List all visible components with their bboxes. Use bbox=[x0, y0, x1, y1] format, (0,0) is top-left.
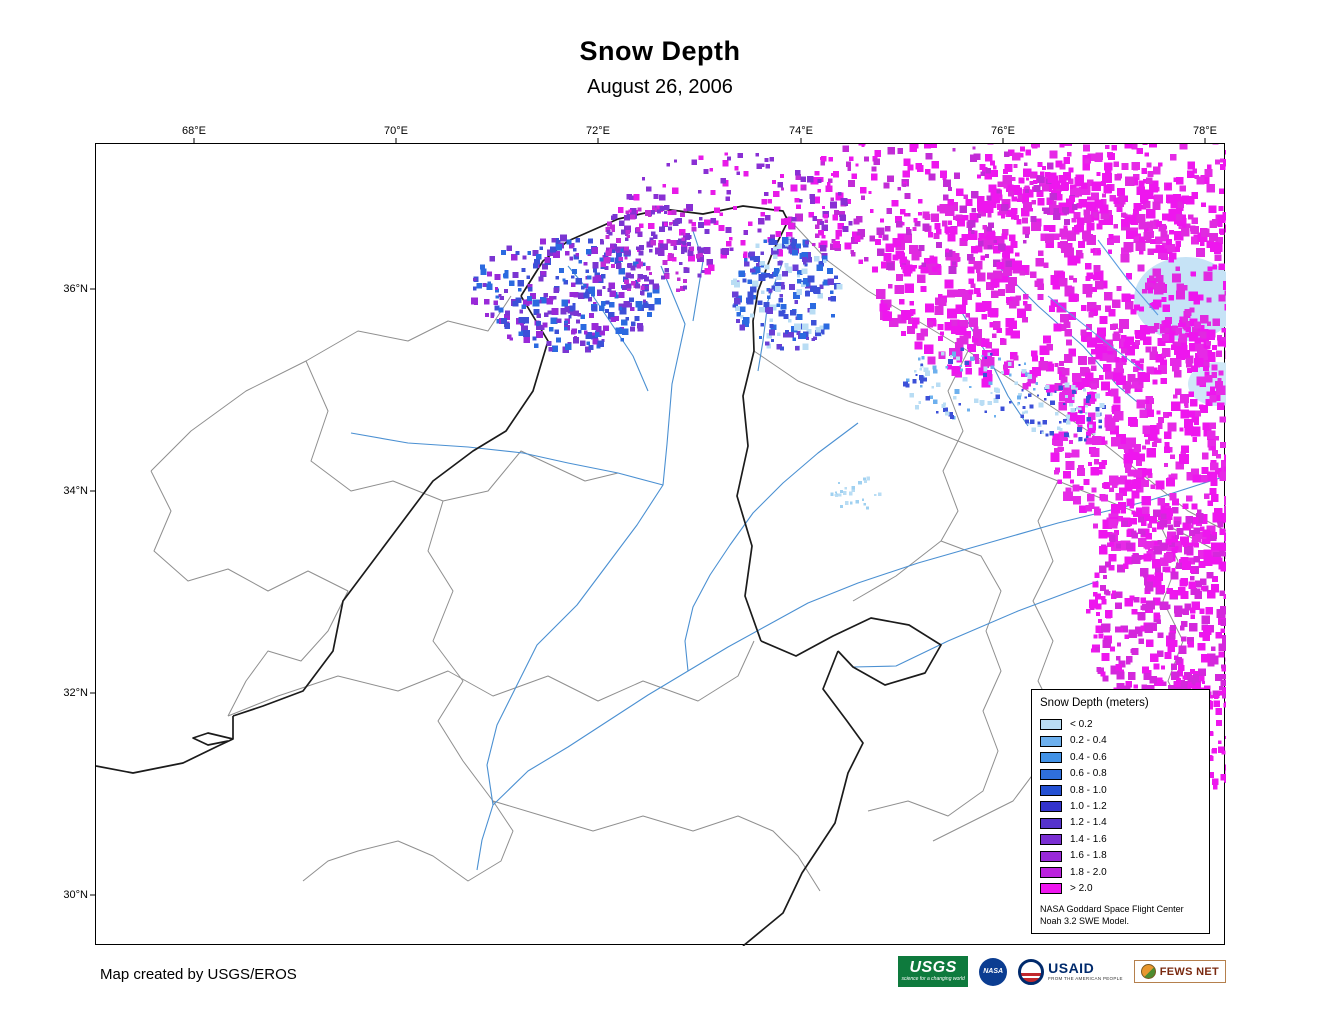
legend-row: 1.2 - 1.4 bbox=[1040, 815, 1201, 831]
legend-label: 1.2 - 1.4 bbox=[1070, 817, 1107, 829]
legend-label: 0.6 - 0.8 bbox=[1070, 768, 1107, 780]
y-tick-label: 34°N bbox=[63, 485, 88, 497]
y-tick-label: 30°N bbox=[63, 889, 88, 901]
y-tick-mark bbox=[90, 288, 96, 290]
legend-label: 0.4 - 0.6 bbox=[1070, 751, 1107, 763]
legend-row: 1.6 - 1.8 bbox=[1040, 848, 1201, 864]
legend-swatch bbox=[1040, 768, 1062, 780]
legend-swatch bbox=[1040, 883, 1062, 895]
legend: Snow Depth (meters) < 0.2 0.2 - 0.4 0.4 … bbox=[1031, 689, 1210, 935]
page-title: Snow Depth bbox=[579, 36, 741, 66]
legend-label: < 0.2 bbox=[1070, 718, 1093, 730]
x-tick-label: 70°E bbox=[384, 125, 408, 137]
legend-label: 1.6 - 1.8 bbox=[1070, 850, 1107, 862]
usgs-tagline: science for a changing world bbox=[901, 976, 965, 982]
basin-boundary bbox=[96, 205, 942, 946]
legend-source-line2: Noah 3.2 SWE Model. bbox=[1040, 915, 1130, 926]
legend-source-note: NASA Goddard Space Flight Center Noah 3.… bbox=[1040, 904, 1201, 927]
y-tick-label: 32°N bbox=[63, 687, 88, 699]
legend-swatch bbox=[1040, 867, 1062, 878]
usaid-logo: USAID FROM THE AMERICAN PEOPLE bbox=[1018, 958, 1123, 985]
x-tick-mark bbox=[1002, 138, 1004, 144]
legend-row: < 0.2 bbox=[1040, 717, 1201, 733]
usaid-logo-text: USAID bbox=[1048, 960, 1095, 977]
usaid-wordmark: USAID FROM THE AMERICAN PEOPLE bbox=[1048, 961, 1123, 982]
legend-row: 0.6 - 0.8 bbox=[1040, 766, 1201, 782]
fewsnet-logo: FEWS NET bbox=[1133, 960, 1226, 983]
legend-swatch bbox=[1040, 735, 1062, 747]
x-tick-label: 78°E bbox=[1193, 125, 1217, 137]
legend-label: 1.4 - 1.6 bbox=[1070, 833, 1107, 845]
legend-swatch bbox=[1040, 801, 1062, 813]
legend-label: 1.8 - 2.0 bbox=[1070, 866, 1107, 878]
snow-overlay bbox=[471, 144, 1226, 795]
legend-row: > 2.0 bbox=[1040, 881, 1201, 897]
x-tick-mark bbox=[597, 138, 599, 144]
usaid-emblem-icon bbox=[1018, 958, 1045, 985]
legend-label: > 2.0 bbox=[1070, 882, 1093, 894]
y-tick-label: 36°N bbox=[63, 283, 88, 295]
x-tick-mark bbox=[800, 138, 802, 144]
legend-swatch bbox=[1040, 785, 1062, 797]
x-tick-mark bbox=[193, 138, 195, 144]
legend-swatch bbox=[1040, 850, 1062, 862]
legend-row: 1.8 - 2.0 bbox=[1040, 864, 1201, 880]
logo-strip: USGS science for a changing world NASA U… bbox=[898, 956, 1226, 987]
fewsnet-logo-text: FEWS NET bbox=[1159, 965, 1219, 978]
legend-label: 0.8 - 1.0 bbox=[1070, 784, 1107, 796]
nasa-logo: NASA bbox=[979, 957, 1008, 986]
map-credit: Map created by USGS/EROS bbox=[100, 966, 297, 983]
legend-row: 0.8 - 1.0 bbox=[1040, 782, 1201, 798]
usgs-logo-text: USGS bbox=[909, 959, 957, 976]
usgs-logo: USGS science for a changing world bbox=[898, 956, 969, 987]
legend-row: 1.0 - 1.2 bbox=[1040, 799, 1201, 815]
y-tick-mark bbox=[90, 692, 96, 694]
map-frame: 68°E 70°E 72°E 74°E 76°E 78°E 36°N 34°N … bbox=[63, 125, 1226, 946]
x-tick-label: 68°E bbox=[182, 125, 206, 137]
x-tick-mark bbox=[395, 138, 397, 144]
x-tick-label: 72°E bbox=[586, 125, 610, 137]
legend-label: 1.0 - 1.2 bbox=[1070, 800, 1107, 812]
legend-swatch bbox=[1040, 817, 1062, 829]
usaid-tagline: FROM THE AMERICAN PEOPLE bbox=[1048, 976, 1123, 982]
x-tick-label: 76°E bbox=[991, 125, 1015, 137]
legend-swatch bbox=[1040, 834, 1062, 846]
rivers-over-snow bbox=[1047, 239, 1159, 372]
page-subtitle: August 26, 2006 bbox=[587, 76, 733, 98]
x-tick-label: 74°E bbox=[789, 125, 813, 137]
y-tick-mark bbox=[90, 490, 96, 492]
legend-row: 1.4 - 1.6 bbox=[1040, 832, 1201, 848]
legend-title: Snow Depth (meters) bbox=[1040, 697, 1149, 709]
legend-swatch bbox=[1040, 752, 1062, 764]
legend-row: 0.4 - 0.6 bbox=[1040, 750, 1201, 766]
legend-row: 0.2 - 0.4 bbox=[1040, 733, 1201, 749]
fews-globe-icon bbox=[1140, 964, 1156, 979]
legend-source-line1: NASA Goddard Space Flight Center bbox=[1040, 904, 1184, 915]
legend-swatch bbox=[1040, 719, 1062, 731]
map-graphic bbox=[96, 144, 1226, 946]
nasa-logo-text: NASA bbox=[983, 968, 1004, 975]
x-tick-mark bbox=[1204, 138, 1206, 144]
y-tick-mark bbox=[90, 894, 96, 896]
legend-label: 0.2 - 0.4 bbox=[1070, 735, 1107, 747]
